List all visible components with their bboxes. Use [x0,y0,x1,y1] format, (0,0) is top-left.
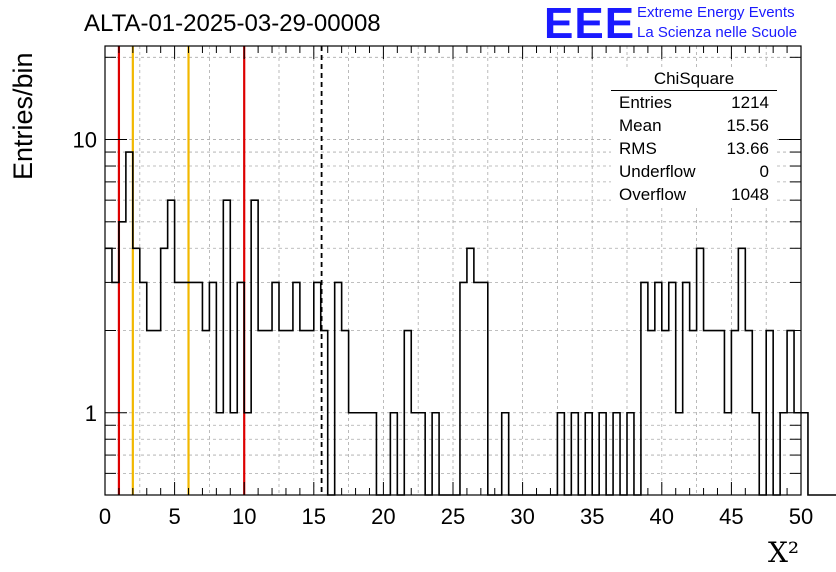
stats-label: Underflow [619,162,696,181]
y-tick-label: 10 [73,128,97,153]
stats-row: Overflow 1048 [611,183,777,206]
x-tick-label: 10 [232,504,256,529]
stats-row: Underflow 0 [611,160,777,183]
x-tick-label: 5 [168,504,180,529]
stats-label: Overflow [619,185,687,204]
axis-ticks [104,46,802,495]
stats-label: Entries [619,93,672,112]
stats-label: Mean [619,116,662,135]
x-tick-label: 35 [580,504,604,529]
stats-value: 15.56 [726,116,769,135]
reference-lines [117,46,323,495]
logo-line-2: La Scienza nelle Scuole [637,24,798,41]
x-tick-label: 25 [441,504,465,529]
eee-logo: EEE [544,0,636,48]
stats-row: Mean 15.56 [611,114,777,137]
stats-label: RMS [619,139,657,158]
logo-line-1: Extreme Energy Events [637,4,795,21]
logo-caption: Extreme Energy Events La Scienza nelle S… [637,3,797,43]
stats-title: ChiSquare [611,68,777,91]
x-tick-label: 45 [719,504,743,529]
y-tick-label: 1 [85,401,97,426]
stats-value: 0 [759,162,769,181]
x-tick-label: 0 [99,504,111,529]
x-tick-label: 50 [789,504,813,529]
y-tick-labels: 1 10 [73,128,97,426]
stats-row: RMS 13.66 [611,137,777,160]
x-tick-label: 40 [650,504,674,529]
chart-title: ALTA-01-2025-03-29-00008 [84,10,381,37]
stats-row: Entries 1214 [611,91,777,114]
stats-value: 13.66 [726,139,769,158]
stats-box: ChiSquare Entries 1214 Mean 15.56 RMS 13… [611,68,777,206]
stats-value: 1048 [731,185,769,204]
histogram-series [105,151,836,496]
x-axis-label: X² [768,536,800,569]
y-axis-label: Entries/bin [8,52,38,180]
x-tick-label: 15 [302,504,326,529]
x-tick-labels: 0 5 10 15 20 25 30 35 40 45 50 [99,504,813,529]
stats-value: 1214 [731,93,769,112]
x-tick-label: 20 [371,504,395,529]
x-tick-label: 30 [510,504,534,529]
